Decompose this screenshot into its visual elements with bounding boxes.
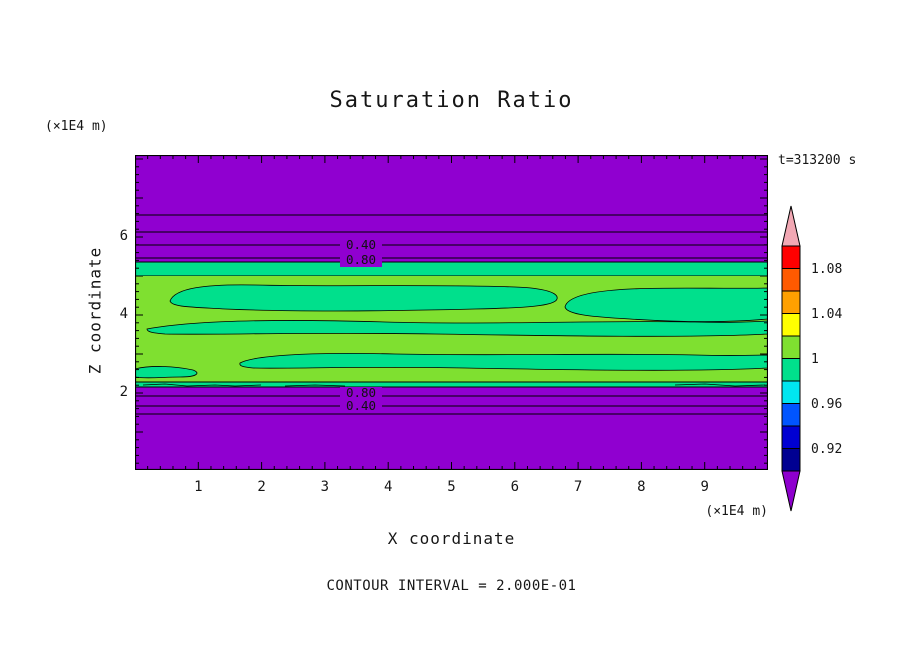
colorbar-segment <box>781 245 801 269</box>
time-label: t=313200 s <box>778 153 857 168</box>
upper-lens-strip <box>135 261 768 277</box>
colorbar-segment <box>781 425 801 449</box>
colorbar-tick-label: 0.96 <box>811 397 842 412</box>
colorbar-segments: 1.08 1.04 1 0.96 0.92 <box>781 245 842 472</box>
lens-blob-upper-right <box>564 287 768 323</box>
lower-contour-lines <box>135 395 768 415</box>
colorbar-tick-label: 0.92 <box>811 442 842 457</box>
x-tick-label: 6 <box>510 479 520 495</box>
y-tick-label: 6 <box>119 228 128 244</box>
lens-band-lower <box>239 353 768 371</box>
x-tick-label: 9 <box>700 479 709 495</box>
colorbar-segment <box>781 448 801 472</box>
x-axis-title: X coordinate <box>387 529 516 548</box>
x-tick-label: 3 <box>320 479 330 495</box>
colorbar-segment <box>781 403 801 427</box>
contour-plot-area: 0.40 0.80 0.80 0.40 <box>135 155 768 470</box>
colorbar-segment <box>781 358 801 382</box>
x-tick-label: 1 <box>194 479 203 495</box>
x-tick-label: 7 <box>573 479 583 495</box>
svg-text:0.80: 0.80 <box>346 385 376 400</box>
colorbar-segment <box>781 380 801 404</box>
colorbar-segment <box>781 268 801 292</box>
y-tick-label: 4 <box>119 306 128 322</box>
chart-title: Saturation Ratio <box>329 88 574 113</box>
colorbar-arrow-bottom <box>781 470 801 512</box>
y-axis-unit-label: (×1E4 m) <box>45 119 108 134</box>
x-tick-label: 4 <box>383 479 393 495</box>
colorbar-tick-label: 1.08 <box>811 262 842 277</box>
plot-frame <box>135 155 768 470</box>
x-tick-label: 5 <box>447 479 456 495</box>
contour-label-lower-080: 0.80 <box>340 385 382 400</box>
colorbar-segment <box>781 313 801 337</box>
contour-label-lower-040: 0.40 <box>340 398 382 413</box>
lower-jagged-contours <box>142 383 766 387</box>
contour-label-upper-080: 0.80 <box>340 252 382 267</box>
x-axis-unit-label: (×1E4 m) <box>705 504 768 519</box>
lens-band-middle <box>146 320 768 337</box>
colorbar-arrow-top <box>781 205 801 247</box>
upper-contour-lines <box>135 214 768 259</box>
lower-lens-strip <box>135 381 768 388</box>
lens-blob-lower-left <box>135 366 198 379</box>
contour-interval-note: CONTOUR INTERVAL = 2.000E-01 <box>326 578 577 594</box>
colorbar-segment <box>781 335 801 359</box>
lens-blob-upper-left <box>169 284 558 312</box>
x-tick-label: 2 <box>257 479 266 495</box>
colorbar-segment <box>781 290 801 314</box>
colorbar: 1.08 1.04 1 0.96 0.92 <box>781 205 842 512</box>
svg-text:0.40: 0.40 <box>346 398 376 413</box>
colorbar-tick-label: 1 <box>811 352 819 367</box>
svg-text:0.80: 0.80 <box>346 252 376 267</box>
contour-label-upper-040: 0.40 <box>340 237 382 252</box>
x-tick-label: 8 <box>637 479 646 495</box>
colorbar-tick-label: 1.04 <box>811 307 842 322</box>
svg-text:0.40: 0.40 <box>346 237 376 252</box>
y-tick-label: 2 <box>119 384 128 400</box>
